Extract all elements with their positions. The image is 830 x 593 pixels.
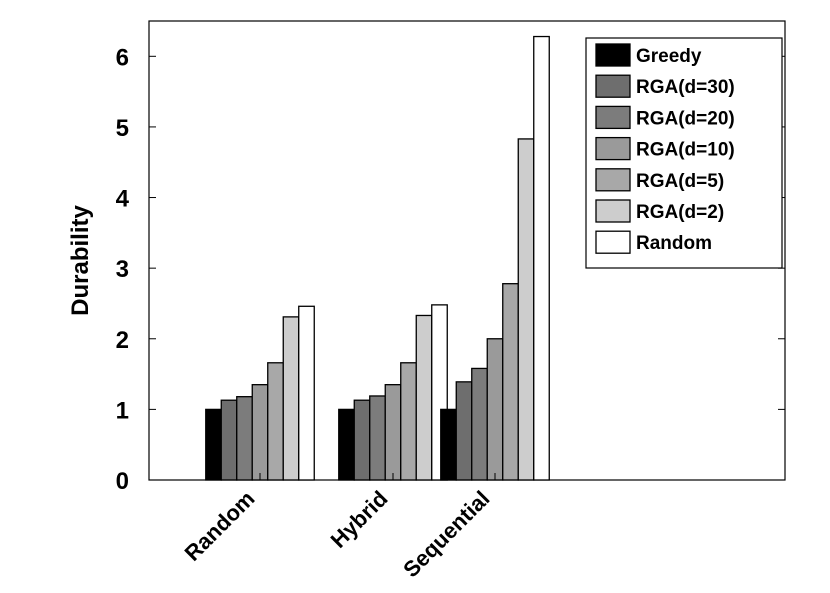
bar-hybrid-4 xyxy=(400,362,417,481)
bar-sequential-4 xyxy=(502,283,519,481)
y-tick-label: 0 xyxy=(116,468,129,495)
bar-sequential-3 xyxy=(486,338,504,481)
bar-hybrid-1 xyxy=(353,399,371,481)
legend-swatch xyxy=(595,230,631,254)
y-tick-label: 1 xyxy=(116,397,129,424)
bar-random-4 xyxy=(267,362,284,481)
y-tick-label: 4 xyxy=(116,186,130,213)
bar-sequential-1 xyxy=(455,381,473,481)
legend-swatch xyxy=(595,105,631,130)
legend-label: RGA(d=5) xyxy=(636,171,724,192)
bar-hybrid-0 xyxy=(338,408,355,481)
y-axis-ticks: 0 1 2 3 4 5 6 xyxy=(116,44,785,495)
x-tick-label: Random xyxy=(180,486,260,566)
bar-hybrid-5 xyxy=(415,314,433,481)
x-axis-labels: Random Hybrid Sequential xyxy=(180,486,495,582)
legend: Greedy RGA(d=30) RGA(d=20) RGA(d=10) RGA(d=5… xyxy=(585,37,783,269)
bar-random-0 xyxy=(205,408,222,481)
y-tick-label: 2 xyxy=(116,327,129,354)
bar-sequential-5 xyxy=(517,138,535,481)
legend-label: Greedy xyxy=(636,46,702,67)
bar-sequential-6 xyxy=(533,35,550,481)
legend-label: RGA(d=10) xyxy=(636,140,735,161)
bar-random-1 xyxy=(220,399,238,481)
x-tick-label: Hybrid xyxy=(326,486,393,553)
legend-swatch xyxy=(595,168,631,192)
bars-group xyxy=(205,35,550,481)
legend-label: RGA(d=2) xyxy=(636,202,724,223)
bar-random-6 xyxy=(298,305,315,481)
legend-label: RGA(d=30) xyxy=(636,77,735,98)
legend-label: Random xyxy=(636,233,712,254)
bar-hybrid-3 xyxy=(384,384,402,481)
legend-label: RGA(d=20) xyxy=(636,108,735,129)
bar-random-2 xyxy=(236,396,253,481)
legend-swatch xyxy=(595,199,631,223)
legend-swatch xyxy=(595,43,631,67)
bar-sequential-2 xyxy=(471,367,488,481)
bar-hybrid-2 xyxy=(369,395,386,481)
bar-random-5 xyxy=(282,316,300,481)
legend-swatch xyxy=(595,74,631,98)
x-tick-label: Sequential xyxy=(398,486,494,582)
y-tick-label: 3 xyxy=(116,256,129,283)
y-axis-label: Durability xyxy=(67,205,94,316)
legend-swatch xyxy=(595,136,631,161)
bar-random-3 xyxy=(251,384,269,481)
bar-sequential-0 xyxy=(440,408,457,481)
y-tick-label: 5 xyxy=(116,115,129,142)
y-tick-label: 6 xyxy=(116,44,129,71)
